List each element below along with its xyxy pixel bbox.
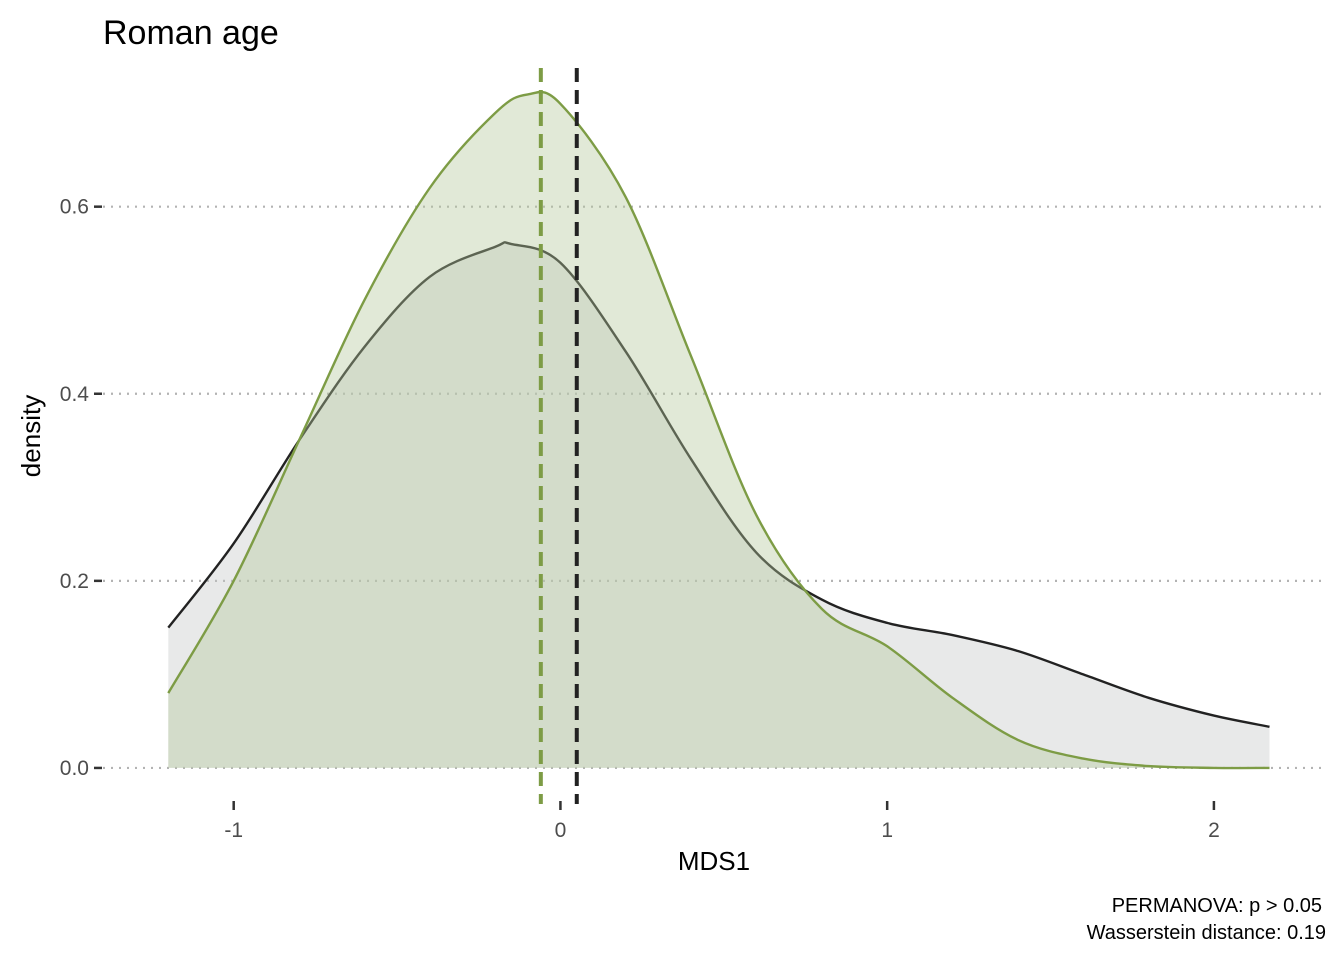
x-tick-label-0: -1 — [224, 819, 243, 842]
density-curve-1 — [167, 90, 1270, 770]
y-axis: 0.0 0.2 0.4 0.6 — [60, 196, 102, 780]
density-fill-0 — [168, 242, 1270, 768]
y-tick-label-3: 0.6 — [60, 196, 89, 219]
y-tick-label-2: 0.4 — [60, 383, 90, 406]
caption-wasserstein: Wasserstein distance: 0.19 — [1087, 922, 1326, 944]
caption-permanova: PERMANOVA: p > 0.05 — [1112, 895, 1322, 917]
x-axis: -1 0 1 2 — [224, 801, 1220, 842]
x-tick-label-1: 0 — [555, 819, 567, 842]
density-areas — [167, 90, 1270, 770]
x-axis-title: MDS1 — [678, 846, 750, 876]
x-tick-label-2: 1 — [881, 819, 893, 842]
chart-title: Roman age — [103, 14, 279, 52]
x-tick-label-3: 2 — [1208, 819, 1220, 842]
y-tick-label-0: 0.0 — [60, 757, 89, 780]
density-curve-0 — [167, 241, 1270, 728]
y-axis-title: density — [16, 395, 46, 477]
mean-lines — [538, 68, 579, 804]
y-tick-label-1: 0.2 — [60, 570, 89, 593]
